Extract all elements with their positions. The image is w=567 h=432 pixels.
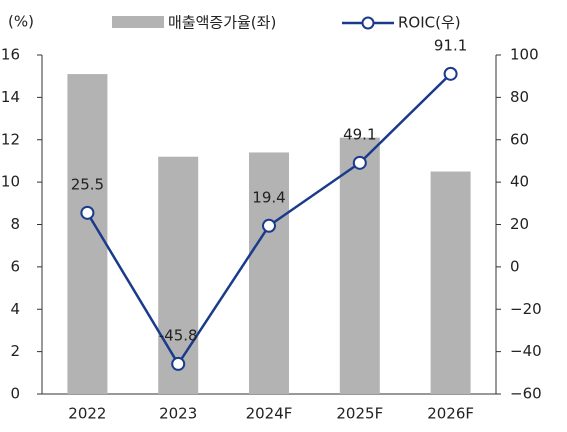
y2-tick-label: 20 [510, 215, 529, 233]
data-label: 91.1 [434, 36, 467, 54]
line-marker [352, 155, 367, 170]
y2-tick-label: 0 [510, 257, 520, 275]
y-tick-label: 12 [1, 130, 20, 148]
data-label: -45.8 [159, 326, 198, 344]
y-tick-label: 2 [10, 342, 20, 360]
line-marker [171, 356, 186, 371]
x-tick-label: 2023 [159, 405, 197, 423]
y2-tick-label: −40 [510, 342, 542, 360]
y-axis-label: (%) [8, 13, 34, 31]
y-tick-label: 16 [1, 46, 20, 64]
data-label: 19.4 [252, 188, 285, 206]
x-tick-label: 2024F [246, 405, 293, 423]
data-label: 25.5 [71, 175, 104, 193]
legend-label: 매출액증가율(좌) [168, 14, 276, 32]
x-tick-label: 2026F [427, 405, 474, 423]
bar [249, 152, 289, 394]
x-tick-label: 2025F [336, 405, 383, 423]
legend-swatch [112, 16, 164, 28]
x-tick-label: 2022 [68, 405, 106, 423]
y-tick-label: 8 [10, 215, 20, 233]
line-marker [80, 205, 95, 220]
y-tick-label: 10 [1, 173, 20, 191]
line-marker [262, 218, 276, 233]
y-tick-label: 6 [10, 257, 20, 275]
y2-tick-label: −60 [510, 385, 542, 403]
y-tick-label: 0 [10, 385, 20, 403]
bar [430, 171, 471, 394]
y-tick-label: 4 [10, 300, 20, 318]
y-tick-label: 14 [1, 88, 20, 106]
legend-label: ROIC(우) [398, 14, 461, 32]
line-marker [443, 66, 458, 81]
y2-tick-label: 80 [510, 88, 529, 106]
y2-tick-label: −20 [510, 300, 542, 318]
data-label: 49.1 [343, 125, 376, 143]
y2-tick-label: 40 [510, 173, 529, 191]
legend-swatch [361, 16, 375, 30]
y2-tick-label: 100 [510, 46, 539, 64]
y2-tick-label: 60 [510, 130, 529, 148]
bar [339, 137, 380, 394]
bar [158, 156, 199, 394]
